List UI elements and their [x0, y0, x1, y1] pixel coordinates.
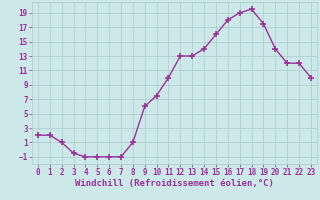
X-axis label: Windchill (Refroidissement éolien,°C): Windchill (Refroidissement éolien,°C)	[75, 179, 274, 188]
